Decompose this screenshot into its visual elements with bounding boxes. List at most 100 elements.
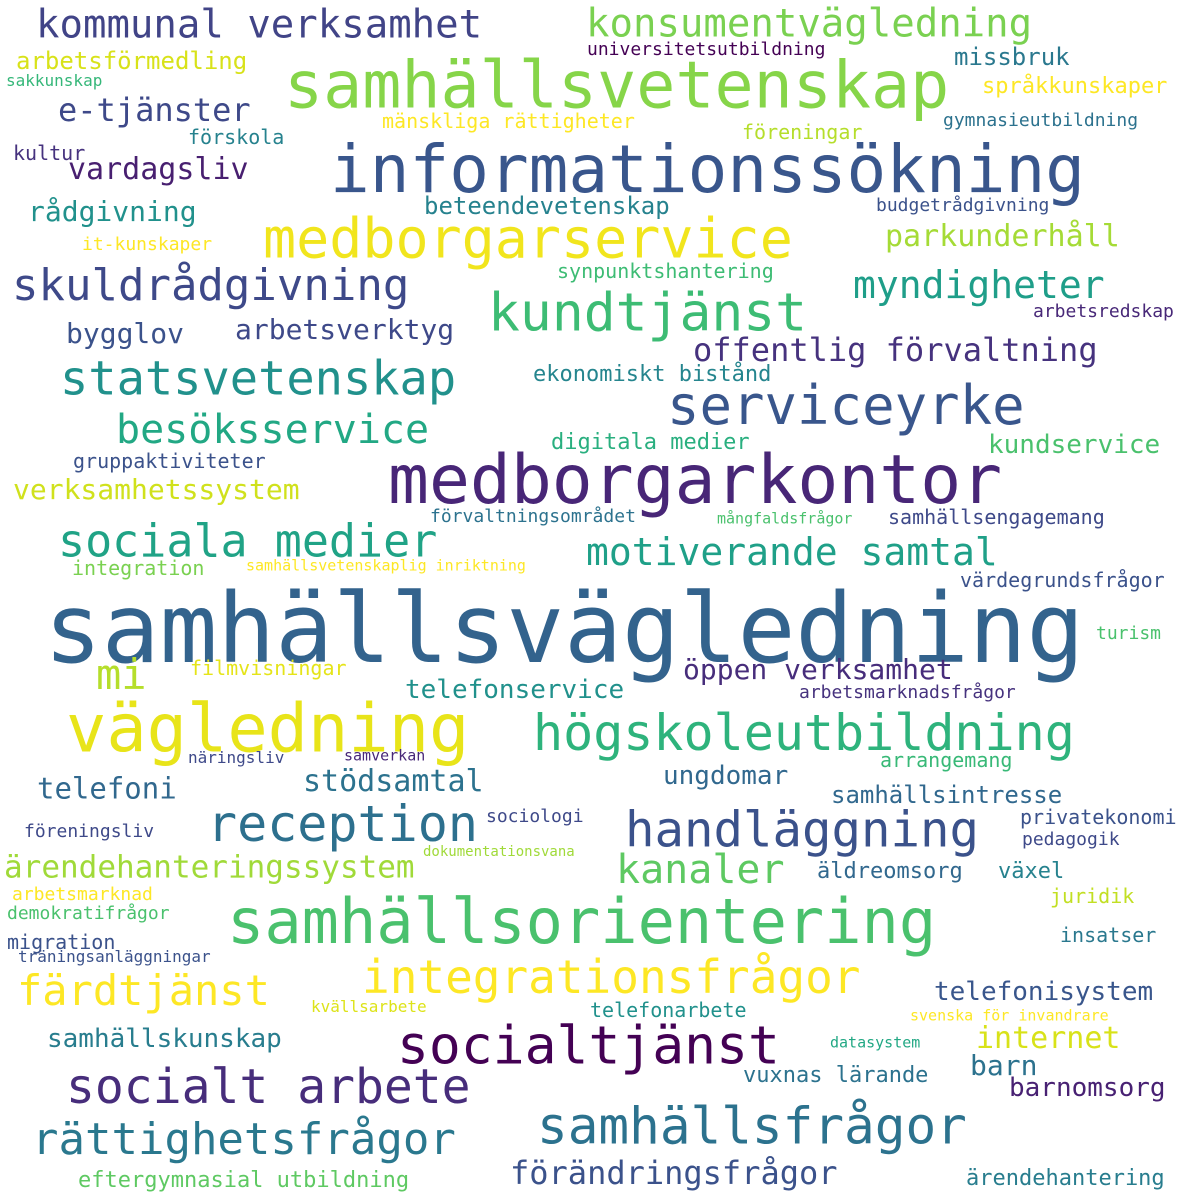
word: motiverande samtal — [586, 530, 998, 574]
word: språkkunskaper — [982, 74, 1168, 99]
word: demokratifrågor — [7, 903, 170, 924]
word: arrangemang — [880, 748, 1013, 772]
word: rådgivning — [28, 195, 197, 228]
word: rättighetsfrågor — [32, 1114, 456, 1165]
word: samhällsvetenskaplig inriktning — [246, 556, 526, 575]
word: samhällsorientering — [227, 885, 937, 958]
word: skuldrådgivning — [12, 260, 410, 311]
word: migration — [7, 930, 116, 954]
word: samhällsintresse — [831, 781, 1063, 809]
word: statsvetenskap — [60, 351, 457, 407]
word: föreningsliv — [24, 821, 155, 842]
word: juridik — [1050, 884, 1135, 908]
word: förändringsfrågor — [510, 1154, 838, 1192]
word: arbetsverktyg — [235, 313, 455, 346]
word: e-tjänster — [58, 91, 251, 129]
word: offentlig förvaltning — [693, 331, 1098, 369]
word: socialtjänst — [397, 1015, 780, 1077]
word: sakkunskap — [6, 71, 103, 90]
word: telefonservice — [405, 675, 625, 705]
word: förvaltningsområdet — [430, 506, 636, 527]
word: universitetsutbildning — [587, 39, 826, 60]
word: it-kunskaper — [82, 234, 213, 255]
word: mi — [96, 650, 147, 699]
word: kommunal verksamhet — [36, 2, 483, 48]
word: arbetsredskap — [1033, 301, 1174, 322]
word: budgetrådgivning — [876, 195, 1050, 216]
word: öppen verksamhet — [683, 653, 953, 686]
word: kundservice — [988, 430, 1161, 460]
word: gymnasieutbildning — [943, 110, 1139, 131]
word: parkunderhåll — [885, 219, 1120, 254]
word: arbetsförmedling — [16, 47, 248, 75]
word: integration — [72, 556, 205, 580]
word: datasystem — [830, 1033, 921, 1052]
word: konsumentvägledning — [586, 1, 1033, 47]
word: medborgarkontor — [388, 441, 1003, 520]
word: vardagsliv — [68, 152, 249, 187]
word: samhällsvetenskap — [284, 48, 950, 124]
word: högskoleutbildning — [533, 704, 1075, 762]
word: gruppaktiviteter — [73, 449, 266, 473]
word: besöksservice — [116, 407, 430, 453]
word: medborgarservice — [263, 206, 793, 271]
word: svenska för invandrare — [910, 1006, 1109, 1025]
word: mänskliga rättigheter — [382, 109, 635, 133]
word: värdegrundsfrågor — [960, 568, 1165, 592]
word: färdtjänst — [17, 966, 270, 1015]
word: internet — [976, 1021, 1121, 1056]
word: verksamhetssystem — [13, 473, 300, 506]
word: samverkan — [344, 746, 426, 765]
word: samhällsvägledning — [44, 573, 1085, 685]
word: mångfaldsfrågor — [717, 509, 853, 528]
word: telefonisystem — [934, 977, 1154, 1007]
word: serviceyrke — [667, 374, 1025, 437]
word: växel — [998, 859, 1065, 884]
word: ärendehanteringssystem — [4, 849, 415, 886]
word: samhällsengagemang — [888, 505, 1105, 529]
word: kanaler — [616, 847, 785, 893]
word: näringsliv — [188, 748, 285, 767]
word: pedagogik — [1022, 829, 1120, 850]
word: socialt arbete — [66, 1059, 471, 1115]
word: samhällsfrågor — [537, 1097, 967, 1157]
word: träningsanläggningar — [18, 947, 211, 966]
word: kundtjänst — [488, 282, 808, 344]
word: sociologi — [486, 806, 584, 827]
word: vuxnas lärande — [743, 1063, 929, 1088]
word: föreningar — [742, 120, 863, 144]
word: beteendevetenskap — [424, 192, 670, 220]
word: bygglov — [66, 317, 185, 350]
word: myndigheter — [853, 263, 1105, 307]
word: informationssökning — [330, 131, 1085, 208]
word: stödsamtal — [303, 764, 484, 799]
word: handläggning — [625, 801, 980, 859]
word: kvällsarbete — [311, 997, 427, 1016]
word: integrationsfrågor — [362, 950, 861, 1004]
word: dokumentationsvana — [423, 844, 575, 860]
word: insatser — [1060, 923, 1157, 947]
word: arbetsmarknad — [12, 884, 153, 905]
word: reception — [207, 795, 478, 853]
word: digitala medier — [551, 430, 750, 455]
word: ärendehantering — [966, 1166, 1165, 1191]
word: telefoni — [37, 771, 177, 806]
word: privatekonomi — [1020, 805, 1177, 829]
word: filmvisningar — [190, 656, 347, 680]
word: eftergymnasial utbildning — [78, 1168, 410, 1193]
word: äldreomsorg — [817, 859, 963, 884]
word: samhällskunskap — [47, 1024, 282, 1054]
word: barn — [970, 1049, 1038, 1082]
word: arbetsmarknadsfrågor — [799, 682, 1016, 703]
word: ungdomar — [663, 761, 789, 791]
word: barnomsorg — [1009, 1073, 1166, 1103]
word: kultur — [13, 141, 86, 165]
word: synpunktshantering — [557, 259, 774, 283]
word: turism — [1096, 623, 1162, 644]
word: förskola — [188, 125, 285, 149]
word: missbruk — [954, 43, 1070, 71]
word: vägledning — [66, 689, 470, 768]
word: ekonomiskt bistånd — [533, 362, 772, 387]
word: sociala medier — [58, 514, 438, 568]
